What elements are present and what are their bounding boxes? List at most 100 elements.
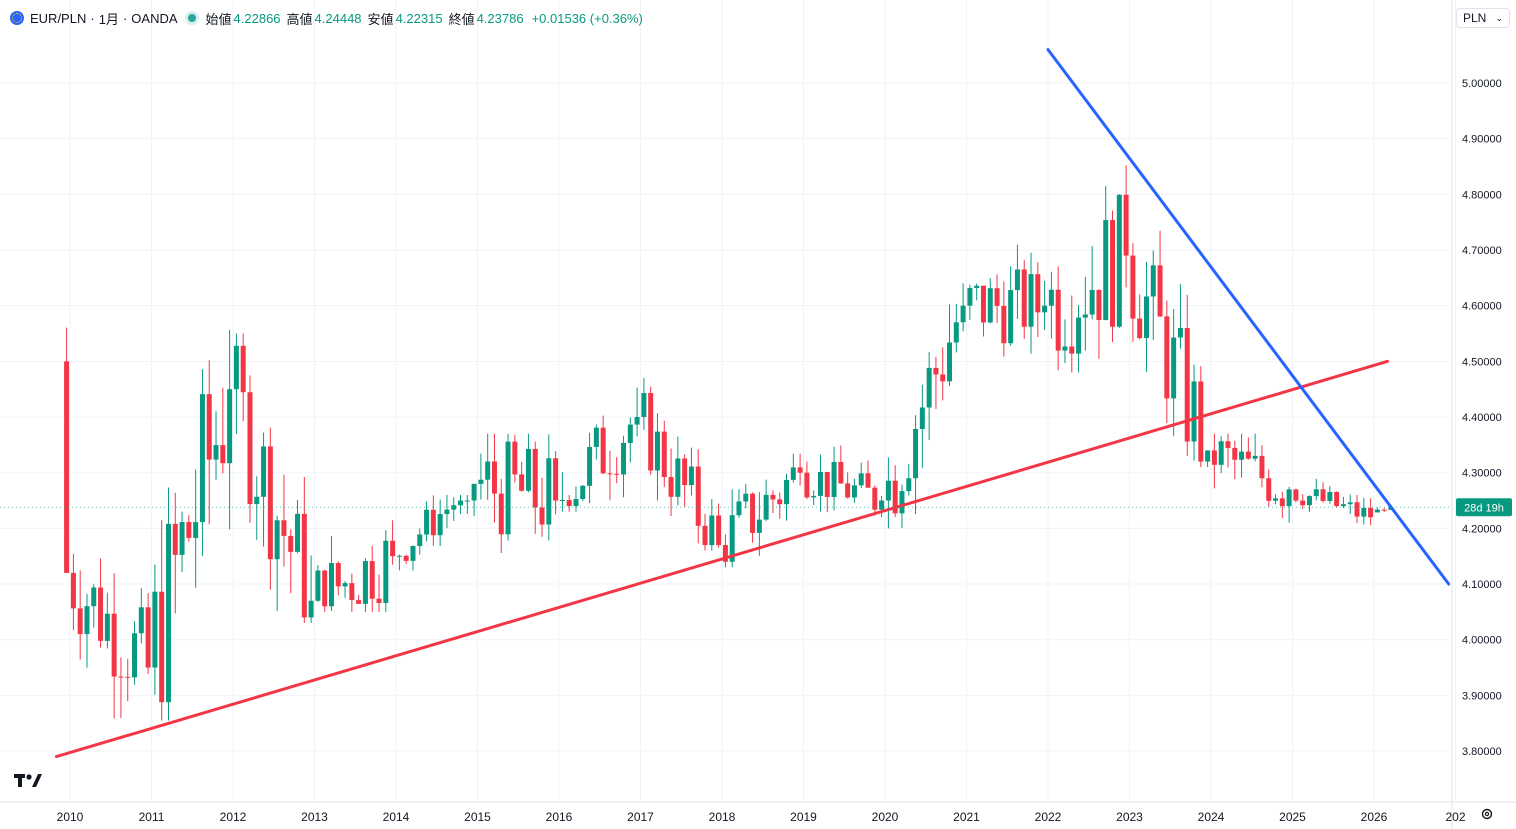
candle-body	[138, 607, 144, 634]
current-price-tag: 28d 19h	[0, 498, 1512, 517]
candle-body	[1225, 441, 1231, 448]
candle-body	[933, 367, 939, 375]
candle-body	[919, 407, 925, 429]
candle-body	[118, 676, 124, 678]
candle-body	[376, 598, 382, 604]
candle-body	[906, 478, 912, 492]
candle-body	[831, 461, 837, 497]
candle-body	[763, 494, 769, 520]
candle-body	[342, 583, 348, 587]
candle-body	[566, 500, 572, 507]
candle-body	[179, 522, 185, 555]
candle-body	[410, 545, 416, 561]
x-tick-label: 2018	[709, 810, 736, 824]
gear-shape	[1481, 808, 1493, 820]
market-status-icon[interactable]	[187, 14, 196, 22]
candle-body	[1089, 289, 1095, 315]
y-tick-label: 4.30000	[1462, 468, 1502, 480]
candle-body	[695, 466, 701, 526]
separator: ·	[122, 10, 128, 26]
candle-body	[1361, 507, 1367, 517]
candle-body	[1082, 314, 1088, 318]
candle-body	[1334, 492, 1340, 507]
candle-body	[206, 394, 212, 460]
separator: ·	[90, 10, 95, 26]
support-trendline[interactable]	[54, 359, 1390, 759]
price-axis[interactable]: 5.00000 4.90000 4.80000 4.70000 4.60000 4.500…	[1462, 78, 1502, 758]
candle-body	[1320, 489, 1326, 501]
trendlines[interactable]	[54, 48, 1451, 759]
candle-body	[308, 600, 314, 618]
tradingview-logo-icon[interactable]	[14, 772, 44, 793]
candle-body	[1096, 289, 1102, 320]
candle-body	[1286, 489, 1292, 507]
candle-body	[491, 461, 497, 494]
candle-body	[485, 461, 491, 480]
x-tick-label: 2020	[872, 810, 899, 824]
close-label: 終値	[448, 11, 475, 27]
x-tick-label: 2011	[139, 810, 165, 824]
x-tick-label: 2010	[57, 810, 84, 824]
candle-body	[682, 458, 688, 486]
candle-body	[1028, 274, 1034, 327]
candle-body	[648, 393, 654, 471]
currency-selector[interactable]: PLN ⌄	[1456, 8, 1510, 28]
candle-body	[668, 477, 674, 497]
symbol-name[interactable]: EUR/PLN	[30, 10, 87, 26]
candle-body	[804, 472, 810, 498]
y-tick-label: 4.90000	[1462, 134, 1502, 146]
x-tick-label: 2015	[464, 810, 491, 824]
candle-body	[193, 522, 199, 538]
candle-body	[1232, 447, 1238, 460]
candle-body	[281, 520, 287, 536]
candle-body	[1347, 502, 1353, 505]
candle-body	[784, 479, 790, 505]
candle-body	[1306, 496, 1312, 506]
candle-body	[396, 555, 402, 557]
candle-body	[505, 441, 511, 535]
y-tick-label: 4.80000	[1462, 189, 1502, 201]
candle-body	[125, 676, 131, 678]
symbol-legend: EUR/PLN · 1月 · OANDA 始値 4.22866 高値 4.244…	[10, 8, 643, 28]
high-label: 高値	[286, 11, 313, 27]
candle-body	[641, 393, 647, 418]
candle-body	[1211, 450, 1217, 465]
candle-body	[1164, 316, 1170, 399]
candle-body	[790, 467, 796, 480]
interval-label[interactable]: 1月	[98, 11, 119, 27]
candle-body	[1354, 502, 1360, 517]
candle-body	[356, 600, 362, 604]
candle-body	[349, 583, 355, 601]
candle-body	[974, 285, 980, 288]
candle-body	[424, 509, 430, 535]
candle-body	[1368, 507, 1374, 518]
low-value: 4.22315	[395, 10, 443, 26]
y-tick-label: 4.40000	[1462, 412, 1502, 424]
candle-body	[213, 445, 219, 460]
open-label: 始値	[205, 11, 232, 27]
chevron-down-icon: ⌄	[1495, 12, 1503, 23]
candle-body	[777, 499, 783, 505]
candle-body	[451, 505, 457, 510]
resistance-trendline[interactable]	[1046, 48, 1451, 586]
candle-body	[736, 501, 742, 516]
candle-body	[892, 480, 898, 514]
candlestick-series	[64, 165, 1394, 721]
candle-body	[1191, 381, 1197, 442]
candle-body	[471, 483, 477, 501]
x-tick-label: 2024	[1198, 810, 1225, 824]
candle-body	[1048, 289, 1054, 306]
candle-body	[1076, 317, 1082, 354]
candle-body	[539, 507, 545, 525]
candle-body	[607, 473, 613, 475]
candle-body	[1143, 296, 1149, 339]
candle-body	[1157, 265, 1163, 317]
x-tick-label: 2014	[383, 810, 410, 824]
candle-body	[1252, 455, 1258, 459]
gear-icon[interactable]	[1480, 807, 1494, 824]
candle-body	[702, 525, 708, 546]
candle-body	[926, 367, 932, 408]
candle-body	[104, 613, 110, 641]
time-axis[interactable]: 2010 2011 2012 2013 2014 2015 2016 2017 2018 2019…	[57, 810, 1466, 824]
